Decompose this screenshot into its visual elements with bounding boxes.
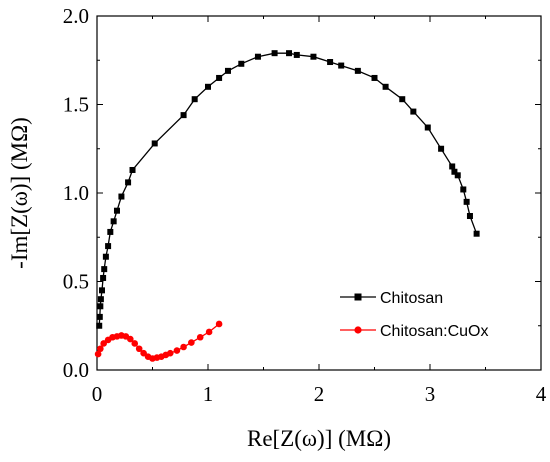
x-tick-label: 2 — [314, 382, 325, 406]
data-point-chitosan — [180, 112, 187, 119]
data-point-chitosan — [224, 67, 231, 74]
legend-label-chitosan-cuox: Chitosan:CuOx — [380, 323, 489, 340]
x-tick-label: 4 — [536, 382, 547, 406]
data-point-chitosan-cuox — [135, 345, 143, 353]
data-point-chitosan — [371, 74, 378, 81]
data-point-chitosan — [286, 50, 293, 57]
data-point-chitosan — [338, 62, 345, 69]
x-tick-label: 0 — [92, 382, 103, 406]
data-point-chitosan — [449, 163, 456, 170]
data-point-chitosan — [118, 193, 125, 200]
x-tick-label: 1 — [203, 382, 214, 406]
y-tick-label: 1.5 — [63, 93, 89, 117]
data-point-chitosan — [399, 96, 406, 103]
axis-ticks: 0 1 2 3 4 0.0 0.5 1.0 1.5 2.0 — [63, 4, 547, 406]
data-point-chitosan — [271, 50, 278, 57]
data-point-chitosan — [105, 243, 112, 250]
series-line-chitosan-cuox — [97, 323, 220, 360]
data-point-chitosan — [97, 296, 104, 303]
data-point-chitosan-cuox — [131, 340, 139, 347]
data-point-chitosan — [254, 53, 261, 60]
data-point-chitosan — [238, 60, 245, 67]
data-point-chitosan-cuox — [180, 343, 187, 351]
data-point-chitosan — [466, 213, 473, 220]
data-point-chitosan — [310, 53, 317, 60]
data-point-chitosan — [101, 266, 108, 273]
y-axis-title: -Im[Z(ω)] (MΩ) — [7, 117, 32, 269]
data-point-chitosan — [354, 67, 361, 74]
data-point-chitosan — [463, 198, 470, 205]
data-point-chitosan — [454, 172, 461, 179]
data-point-chitosan — [473, 230, 480, 237]
data-point-chitosan — [125, 179, 132, 186]
data-point-chitosan — [191, 96, 198, 103]
data-point-chitosan — [107, 228, 114, 235]
data-point-chitosan — [97, 303, 104, 310]
data-point-chitosan — [216, 74, 223, 81]
y-tick-label: 1.0 — [63, 181, 89, 205]
data-point-chitosan-cuox — [97, 345, 104, 353]
x-axis-title: Re[Z(ω)] (MΩ) — [247, 426, 391, 451]
data-point-chitosan — [98, 287, 105, 294]
y-tick-label: 0.5 — [63, 270, 89, 294]
data-point-chitosan — [424, 124, 431, 131]
data-point-chitosan — [327, 59, 334, 66]
data-point-chitosan-cuox — [188, 339, 195, 346]
x-tick-label: 3 — [425, 382, 436, 406]
data-point-chitosan-cuox — [100, 340, 107, 347]
data-point-chitosan — [100, 274, 107, 281]
series-layer — [94, 50, 480, 362]
data-point-chitosan-cuox — [140, 349, 147, 357]
data-point-chitosan — [382, 83, 389, 90]
data-point-chitosan-cuox — [94, 350, 102, 358]
data-point-chitosan — [102, 253, 109, 260]
plot-frame — [96, 15, 542, 371]
data-point-chitosan-cuox — [166, 349, 174, 357]
legend-marker-chitosan — [354, 293, 362, 301]
y-tick-label: 0.0 — [63, 358, 89, 382]
data-point-chitosan — [96, 322, 103, 329]
data-point-chitosan — [293, 51, 300, 58]
data-point-chitosan — [96, 313, 103, 320]
legend-label-chitosan: Chitosan — [380, 290, 443, 307]
legend-marker-chitosan-cuox — [354, 326, 362, 334]
data-point-chitosan — [110, 218, 117, 225]
data-point-chitosan-cuox — [196, 333, 204, 341]
data-point-chitosan — [129, 166, 136, 173]
legend: Chitosan Chitosan:CuOx — [340, 290, 489, 340]
data-point-chitosan — [151, 140, 158, 147]
data-point-chitosan — [410, 108, 417, 115]
series-line-chitosan — [98, 52, 478, 326]
data-point-chitosan-cuox — [205, 328, 213, 336]
data-point-chitosan — [438, 145, 445, 152]
data-point-chitosan — [113, 207, 120, 214]
data-point-chitosan-cuox — [215, 320, 223, 328]
data-point-chitosan-cuox — [127, 335, 134, 343]
data-point-chitosan — [205, 83, 211, 90]
data-point-chitosan — [451, 168, 458, 175]
data-point-chitosan — [460, 186, 467, 193]
data-point-chitosan-cuox — [173, 347, 181, 354]
y-tick-label: 2.0 — [63, 4, 89, 28]
